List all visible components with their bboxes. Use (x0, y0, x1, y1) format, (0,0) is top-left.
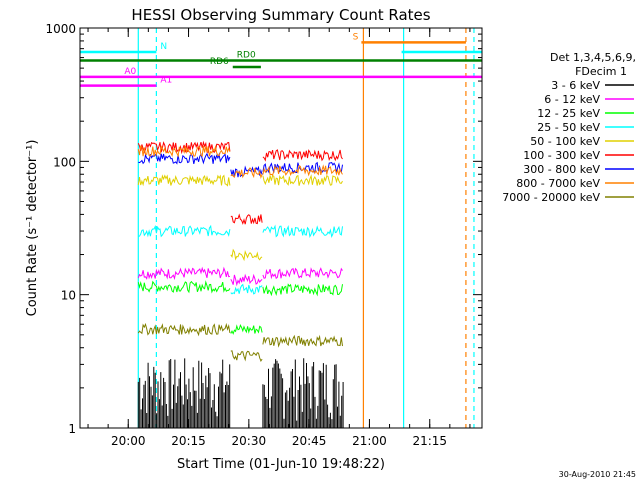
x-tick-label-21-15: 21:15 (412, 434, 447, 448)
x-axis-label: Start Time (01-Jun-10 19:48:22) (177, 457, 385, 472)
trace-50-100-kev-1 (137, 174, 231, 187)
y-axis-label: Count Rate (s⁻¹ detector⁻¹) (25, 140, 40, 317)
flag-label-a0: A0 (124, 67, 136, 77)
flag-label-a1: A1 (160, 76, 172, 86)
x-tick-label-20-15: 20:15 (171, 434, 206, 448)
x-tick-label-20-45: 20:45 (292, 434, 327, 448)
trace-800-7000-kev-3 (262, 164, 343, 177)
legend-label-12-25-kev: 12 - 25 keV (537, 107, 600, 120)
flag-label-s: S (353, 32, 359, 42)
footer-date: 30-Aug-2010 21:45 (559, 470, 636, 479)
trace-25-50-kev-3 (262, 224, 343, 239)
trace-6-12-kev-1 (137, 266, 231, 281)
legend-label-6-12-kev: 6 - 12 keV (544, 93, 600, 106)
y-tick-label-10: 10 (61, 289, 76, 303)
trace-300-800-kev-1 (138, 152, 231, 165)
trace-3-6-kev-2 (262, 358, 344, 428)
trace-800-7000-kev-1 (137, 144, 231, 158)
legend-label-100-300-kev: 100 - 300 keV (523, 149, 600, 162)
plot-frame (79, 27, 483, 429)
trace-7000-20000-kev-1 (137, 322, 231, 337)
trace-3-6-kev-1 (137, 358, 231, 428)
trace-25-50-kev-1 (138, 224, 231, 238)
y-tick-label-1000: 1000 (45, 22, 76, 36)
trace-12-25-kev-3 (262, 283, 343, 297)
trace-50-100-kev-2 (230, 248, 263, 262)
legend-label-800-7000-kev: 800 - 7000 keV (516, 177, 600, 190)
trace-800-7000-kev-2 (230, 167, 263, 179)
trace-300-800-kev-2 (230, 165, 263, 178)
trace-25-50-kev-2 (230, 283, 263, 295)
legend-label-25-50-kev: 25 - 50 keV (537, 121, 600, 134)
trace-6-12-kev-2 (230, 273, 263, 287)
trace-100-300-kev-3 (262, 149, 343, 162)
legend-label-7000-20000-kev: 7000 - 20000 keV (502, 191, 600, 204)
trace-100-300-kev-1 (137, 140, 231, 155)
flag-label-rd0: RD0 (237, 51, 256, 61)
trace-6-12-kev-3 (262, 267, 343, 280)
legend-title-line-2: FDecim 1 (575, 65, 627, 78)
chart-title: HESSI Observing Summary Count Rates (131, 6, 430, 24)
flag-label-rd6: RD6 (210, 57, 229, 67)
trace-50-100-kev-3 (262, 174, 343, 186)
legend-label-3-6-kev: 3 - 6 keV (551, 79, 600, 92)
x-tick-label-21-00: 21:00 (352, 434, 387, 448)
trace-7000-20000-kev-3 (262, 334, 343, 348)
trace-100-300-kev-2 (230, 213, 263, 225)
trace-12-25-kev-1 (137, 280, 231, 294)
flag-label-n: N (160, 42, 167, 52)
trace-7000-20000-kev-2 (230, 350, 263, 362)
y-tick-label-1: 1 (68, 422, 76, 436)
trace-12-25-kev-2 (230, 324, 263, 335)
y-tick-label-100: 100 (53, 155, 76, 169)
x-tick-label-20-00: 20:00 (111, 434, 146, 448)
legend-label-50-100-kev: 50 - 100 keV (530, 135, 600, 148)
x-tick-label-20-30: 20:30 (232, 434, 267, 448)
legend-title-line-1: Det 1,3,4,5,6,9, (550, 51, 636, 64)
legend-label-300-800-kev: 300 - 800 keV (523, 163, 600, 176)
